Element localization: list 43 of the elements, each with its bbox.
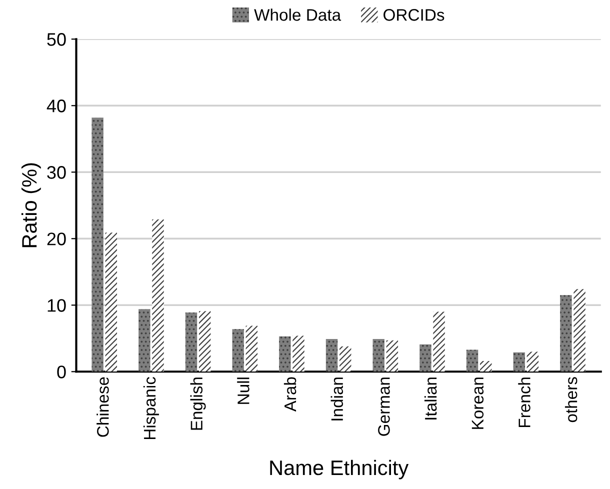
bar [326, 339, 338, 372]
y-tick-label: 0 [57, 366, 66, 378]
x-tick-label: Korean [472, 378, 484, 429]
bar [292, 336, 304, 372]
bar [513, 352, 525, 372]
bar [246, 326, 258, 372]
bar [138, 309, 150, 372]
bar [105, 232, 117, 372]
x-tick-label: English [190, 378, 206, 430]
x-tick-label: German [378, 378, 390, 436]
bar [480, 361, 492, 372]
x-tick-label: Null [237, 378, 250, 404]
bar [560, 295, 572, 372]
y-tick-label: 40 [46, 100, 66, 112]
y-tick-label: 50 [47, 33, 66, 46]
bar [420, 344, 432, 372]
x-tick-label: Arab [284, 377, 296, 412]
x-tick-label: Chinese [96, 377, 109, 437]
bar [466, 350, 478, 372]
bar [198, 311, 211, 372]
bar [574, 289, 586, 372]
bar [92, 118, 104, 372]
legend-label: ORCIDs [384, 9, 444, 21]
bar [433, 312, 445, 372]
x-tick-label: Indian [330, 378, 344, 420]
bar [152, 219, 164, 372]
y-tick-label: 10 [48, 299, 66, 312]
bar [232, 329, 244, 372]
legend-label: Whole Data [254, 8, 342, 21]
bar [372, 339, 384, 372]
x-tick-label: Italian [424, 378, 437, 420]
bar [386, 340, 398, 372]
y-tick-label: 30 [47, 166, 66, 179]
bar [185, 312, 198, 372]
x-tick-label: others [564, 377, 578, 422]
bar [279, 336, 291, 372]
bar [339, 346, 352, 372]
x-tick-label: French [518, 378, 530, 427]
y-axis-title: Ratio (%) [21, 163, 41, 248]
x-tick-label: Hispanic [143, 376, 159, 440]
bar [526, 352, 539, 372]
y-tick-label: 20 [47, 232, 66, 246]
x-axis-title: Name Ethnicity [270, 460, 409, 480]
